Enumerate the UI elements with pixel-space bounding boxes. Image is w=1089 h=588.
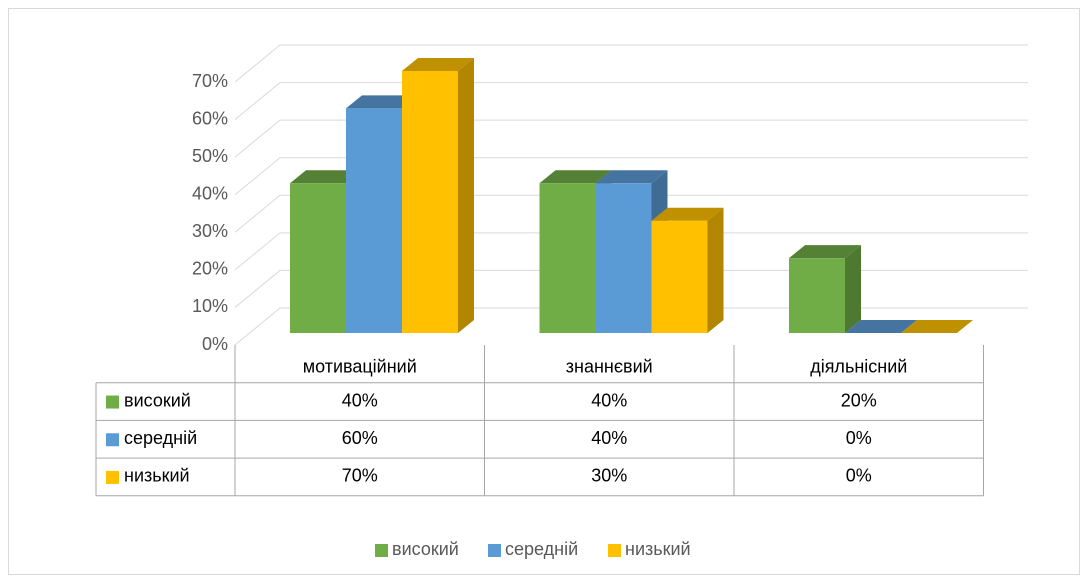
bar-face xyxy=(595,183,652,333)
bar-face xyxy=(346,108,402,333)
bar xyxy=(901,320,973,333)
bar-face xyxy=(539,183,596,333)
grid-line xyxy=(234,119,1028,158)
bar xyxy=(595,170,668,333)
table-cell: 30% xyxy=(591,466,627,486)
grid-line xyxy=(234,157,1028,196)
bar-face xyxy=(539,170,612,184)
y-tick-label: 30% xyxy=(192,221,228,241)
legend-label: високий xyxy=(392,539,459,559)
legend-label: низький xyxy=(625,539,691,559)
table-cell: 40% xyxy=(591,390,627,410)
table-series-name: середній xyxy=(124,428,197,448)
bar-face xyxy=(290,183,346,333)
table-cell: 0% xyxy=(846,428,872,448)
grid-line xyxy=(234,269,1028,308)
bar-face xyxy=(651,207,724,221)
bar-face xyxy=(402,58,474,71)
bar-face xyxy=(901,320,973,333)
legend-swatch xyxy=(106,470,119,484)
legend-swatch xyxy=(608,544,621,557)
bar-face xyxy=(789,245,861,259)
table-cell: 0% xyxy=(846,466,872,486)
bar-face xyxy=(707,207,724,333)
bar-face xyxy=(845,245,861,333)
y-tick-label: 40% xyxy=(192,183,228,203)
x-tick-label: діяльнісний xyxy=(810,357,907,377)
table-cell: 20% xyxy=(841,390,877,410)
bar-face xyxy=(651,220,708,333)
y-tick-label: 0% xyxy=(202,334,228,354)
legend-swatch xyxy=(375,544,388,557)
table-cell: 40% xyxy=(342,390,378,410)
grid-line xyxy=(234,194,1028,233)
bar xyxy=(402,58,474,333)
table-cell: 40% xyxy=(591,428,627,448)
bar-face xyxy=(458,58,474,333)
table-cell: 70% xyxy=(342,466,378,486)
grid-line xyxy=(234,82,1028,120)
bar-face xyxy=(595,170,668,184)
bar-face xyxy=(290,170,362,184)
legend-swatch xyxy=(488,544,501,557)
y-tick-label: 50% xyxy=(192,146,228,166)
bar xyxy=(651,207,724,333)
bar-face xyxy=(402,71,458,333)
y-tick-label: 20% xyxy=(192,259,228,279)
grid-line xyxy=(234,232,1028,271)
legend-label: середній xyxy=(505,539,578,559)
y-tick-label: 70% xyxy=(192,71,228,91)
table-cell: 60% xyxy=(342,428,378,448)
bar-face xyxy=(845,320,917,333)
y-tick-label: 60% xyxy=(192,108,228,128)
legend-swatch xyxy=(106,433,119,447)
bar xyxy=(845,320,917,333)
bar-face xyxy=(346,95,418,109)
x-tick-label: мотиваційний xyxy=(303,357,417,377)
table-series-name: високий xyxy=(124,390,191,410)
bar xyxy=(789,245,861,333)
bar-face xyxy=(789,258,845,333)
x-tick-label: знаннєвий xyxy=(566,357,653,377)
legend-swatch xyxy=(106,395,119,409)
grid-line xyxy=(234,44,1028,83)
table-series-name: низький xyxy=(124,466,190,486)
y-tick-label: 10% xyxy=(192,296,228,316)
grid-line xyxy=(234,307,1028,346)
